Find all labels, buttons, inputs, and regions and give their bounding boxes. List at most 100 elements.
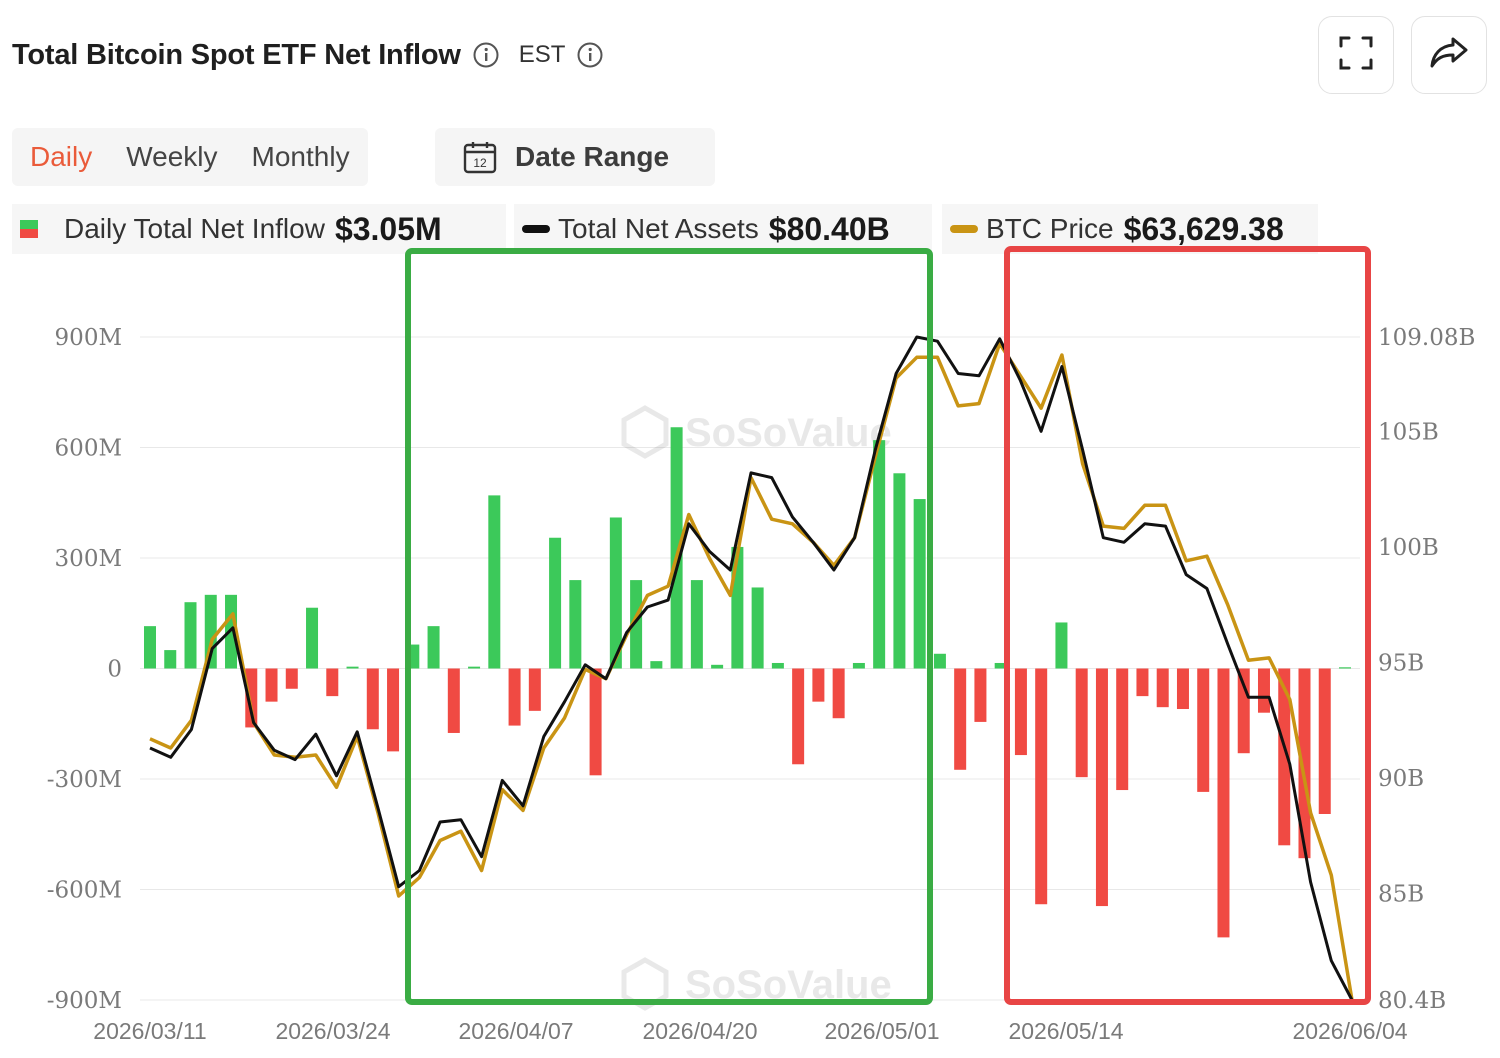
inflow-bar bbox=[933, 653, 946, 669]
right-axis-tick: 109.08B bbox=[1378, 325, 1475, 351]
inflow-bar bbox=[893, 473, 906, 669]
inflow-bar bbox=[852, 662, 865, 669]
inflow-bar bbox=[285, 668, 298, 689]
legend-inflow[interactable]: Daily Total Net Inflow $3.05M bbox=[12, 204, 506, 254]
inflow-bar bbox=[1257, 668, 1270, 713]
inflow-bar bbox=[690, 580, 703, 669]
tab-weekly[interactable]: Weekly bbox=[126, 141, 218, 172]
inflow-bar bbox=[812, 668, 825, 702]
right-axis-tick: 85B bbox=[1378, 882, 1424, 908]
inflow-bar bbox=[1156, 668, 1169, 708]
inflow-bar bbox=[711, 664, 724, 669]
inflow-bar bbox=[245, 668, 258, 728]
inflow-bar bbox=[1197, 668, 1210, 792]
inflow-bar bbox=[670, 427, 683, 669]
inflow-bar bbox=[549, 537, 562, 669]
x-axis-tick: 2026/05/14 bbox=[1008, 1018, 1123, 1044]
right-axis-tick: 90B bbox=[1378, 766, 1424, 792]
fullscreen-button[interactable] bbox=[1318, 16, 1394, 94]
inflow-bar bbox=[346, 666, 359, 669]
price-swatch bbox=[950, 225, 978, 233]
inflow-bar bbox=[1014, 668, 1027, 756]
x-axis-tick: 2026/03/11 bbox=[93, 1018, 206, 1044]
tab-monthly[interactable]: Monthly bbox=[251, 141, 350, 172]
legend-price-value: $63,629.38 bbox=[1123, 210, 1284, 247]
left-axis-tick: 900M bbox=[55, 325, 122, 351]
inflow-bar bbox=[974, 668, 987, 722]
date-range-label: Date Range bbox=[515, 141, 670, 172]
inflow-bar bbox=[954, 668, 967, 770]
inflow-bar bbox=[589, 668, 602, 776]
left-axis-tick: -900M bbox=[47, 988, 122, 1014]
timezone-info-icon[interactable] bbox=[577, 42, 603, 68]
x-axis-tick: 2026/04/20 bbox=[642, 1018, 757, 1044]
inflow-bar bbox=[1095, 668, 1108, 907]
title-row: Total Bitcoin Spot ETF Net Inflow EST bbox=[12, 30, 603, 80]
share-button[interactable] bbox=[1411, 16, 1487, 94]
chart-title: Total Bitcoin Spot ETF Net Inflow bbox=[12, 38, 461, 71]
inflow-bar bbox=[1055, 622, 1068, 669]
inflow-bar bbox=[913, 499, 926, 669]
inflow-bar bbox=[832, 668, 845, 719]
timezone-label: EST bbox=[518, 41, 566, 68]
total-net-assets-line bbox=[149, 335, 1354, 1001]
inflow-bar bbox=[387, 668, 400, 752]
legend-price[interactable]: BTC Price $63,629.38 bbox=[942, 204, 1318, 254]
left-axis-tick: -300M bbox=[47, 767, 122, 793]
inflow-bar bbox=[164, 650, 177, 669]
inflow-bar bbox=[528, 668, 541, 711]
inflow-bar bbox=[1136, 668, 1149, 697]
highlight-box-green bbox=[405, 248, 933, 1005]
inflow-bar bbox=[609, 517, 622, 669]
date-range-button[interactable]: 12 Date Range bbox=[435, 128, 715, 186]
right-axis-tick: 105B bbox=[1378, 419, 1439, 445]
calendar-day: 12 bbox=[473, 156, 487, 170]
legend-price-label: BTC Price bbox=[986, 213, 1114, 244]
inflow-bar bbox=[1298, 668, 1311, 859]
info-icon[interactable] bbox=[473, 42, 499, 68]
inflow-bar bbox=[144, 626, 156, 669]
share-icon bbox=[1429, 35, 1469, 76]
fullscreen-icon bbox=[1338, 35, 1374, 76]
inflow-bar bbox=[994, 662, 1007, 669]
right-axis-tick: 100B bbox=[1378, 535, 1439, 561]
legend-assets-value: $80.40B bbox=[768, 210, 890, 247]
inflow-bar bbox=[1116, 668, 1129, 791]
calendar-icon: 12 bbox=[463, 140, 497, 174]
inflow-swatch bbox=[20, 220, 38, 238]
x-axis-tick: 2026/04/07 bbox=[458, 1018, 573, 1044]
x-axis-tick: 2026/03/24 bbox=[275, 1018, 390, 1044]
left-axis-tick: -600M bbox=[47, 878, 122, 904]
inflow-bar bbox=[366, 668, 379, 730]
inflow-bar bbox=[873, 440, 886, 669]
inflow-bar bbox=[508, 668, 521, 726]
highlight-box-red bbox=[1004, 246, 1371, 1005]
x-axis-tick: 2026/05/01 bbox=[824, 1018, 939, 1044]
inflow-bar bbox=[751, 587, 764, 669]
inflow-bar bbox=[569, 580, 582, 669]
inflow-bar bbox=[1176, 668, 1189, 710]
inflow-bar bbox=[1217, 668, 1230, 938]
period-tabs: Daily Weekly Monthly bbox=[12, 128, 368, 186]
inflow-bar bbox=[1278, 668, 1291, 846]
inflow-bar bbox=[1339, 667, 1351, 669]
legend-inflow-label: Daily Total Net Inflow bbox=[64, 213, 325, 244]
tab-daily[interactable]: Daily bbox=[30, 141, 93, 172]
inflow-bar bbox=[447, 668, 460, 733]
left-axis-tick: 600M bbox=[55, 436, 122, 462]
inflow-bar bbox=[427, 626, 440, 669]
inflow-bar bbox=[630, 580, 643, 669]
inflow-bar bbox=[306, 607, 319, 669]
left-axis-tick: 0 bbox=[107, 657, 122, 683]
legend-assets[interactable]: Total Net Assets $80.40B bbox=[514, 204, 932, 254]
right-axis-tick: 95B bbox=[1378, 650, 1424, 676]
x-axis-tick: 2026/06/04 bbox=[1292, 1018, 1407, 1044]
watermark: SoSoValue bbox=[621, 405, 892, 459]
inflow-bar bbox=[468, 666, 481, 669]
inflow-bar bbox=[1075, 668, 1088, 778]
left-axis-tick: 300M bbox=[55, 546, 122, 572]
svg-text:SoSoValue: SoSoValue bbox=[685, 411, 892, 455]
assets-swatch bbox=[522, 225, 550, 233]
inflow-bar bbox=[1035, 668, 1048, 905]
legend-assets-label: Total Net Assets bbox=[558, 213, 759, 244]
